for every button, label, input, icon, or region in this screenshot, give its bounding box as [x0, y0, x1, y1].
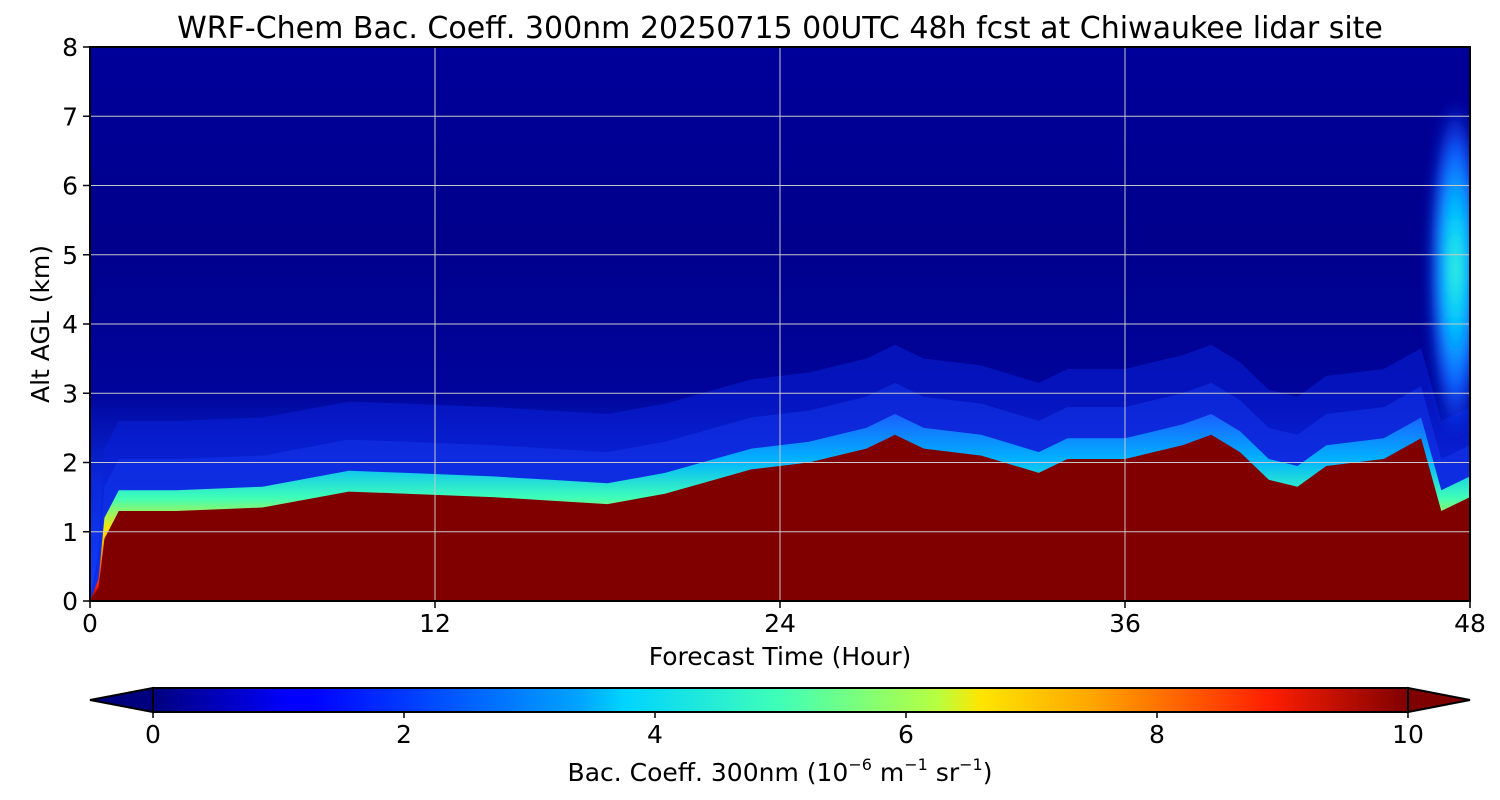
- colorbar-label: Bac. Coeff. 300nm (10−6 m−1 sr−1): [568, 755, 993, 787]
- colorbar-tick-label: 0: [145, 720, 161, 749]
- x-tick-label: 36: [1109, 609, 1141, 638]
- colorbar-label-unit2: sr: [928, 758, 960, 787]
- y-tick-label: 6: [62, 172, 78, 201]
- colorbar-tick-label: 4: [647, 720, 663, 749]
- y-tick-label: 2: [62, 449, 78, 478]
- colorbar: 0 2 4 6 8 10 Bac. Coeff. 300nm (10−6 m−1 sr−1…: [89, 686, 1471, 787]
- x-tick-label: 0: [82, 609, 98, 638]
- colorbar-label-exp1: −6: [848, 755, 872, 774]
- y-tick-label: 4: [62, 310, 78, 339]
- y-tick-label: 0: [62, 587, 78, 616]
- colorbar-label-main: Bac. Coeff. 300nm (10: [568, 758, 849, 787]
- colorbar-tick-label: 6: [898, 720, 914, 749]
- colorbar-label-unit1: m: [872, 758, 904, 787]
- x-axis: 0 12 24 36 48: [82, 601, 1486, 638]
- y-tick-label: 3: [62, 379, 78, 408]
- y-tick-label: 8: [62, 33, 78, 62]
- x-tick-label: 24: [764, 609, 796, 638]
- colorbar-frame: [152, 687, 1409, 713]
- aerosol-plume: [1427, 98, 1470, 439]
- y-tick-label: 1: [62, 518, 78, 547]
- y-axis: 0 1 2 3 4 5 6 7 8: [62, 33, 90, 616]
- colorbar-extend-min: [89, 686, 154, 714]
- y-tick-label: 5: [62, 241, 78, 270]
- chart-title: WRF-Chem Bac. Coeff. 300nm 20250715 00UT…: [177, 11, 1383, 46]
- colorbar-label-exp2: −1: [904, 755, 928, 774]
- colorbar-tick-label: 2: [396, 720, 412, 749]
- colorbar-ticks: 0 2 4 6 8 10: [145, 712, 1424, 749]
- colorbar-tick-label: 10: [1392, 720, 1424, 749]
- colorbar-tick-label: 8: [1149, 720, 1165, 749]
- y-axis-label: Alt AGL (km): [26, 245, 55, 403]
- x-axis-label: Forecast Time (Hour): [649, 642, 912, 671]
- colorbar-extend-max: [1407, 686, 1471, 714]
- y-tick-label: 7: [62, 102, 78, 131]
- x-tick-label: 12: [419, 609, 451, 638]
- colorbar-body: [153, 688, 1408, 712]
- x-tick-label: 48: [1454, 609, 1486, 638]
- colorbar-label-exp3: −1: [959, 755, 983, 774]
- colorbar-label-close: ): [983, 758, 993, 787]
